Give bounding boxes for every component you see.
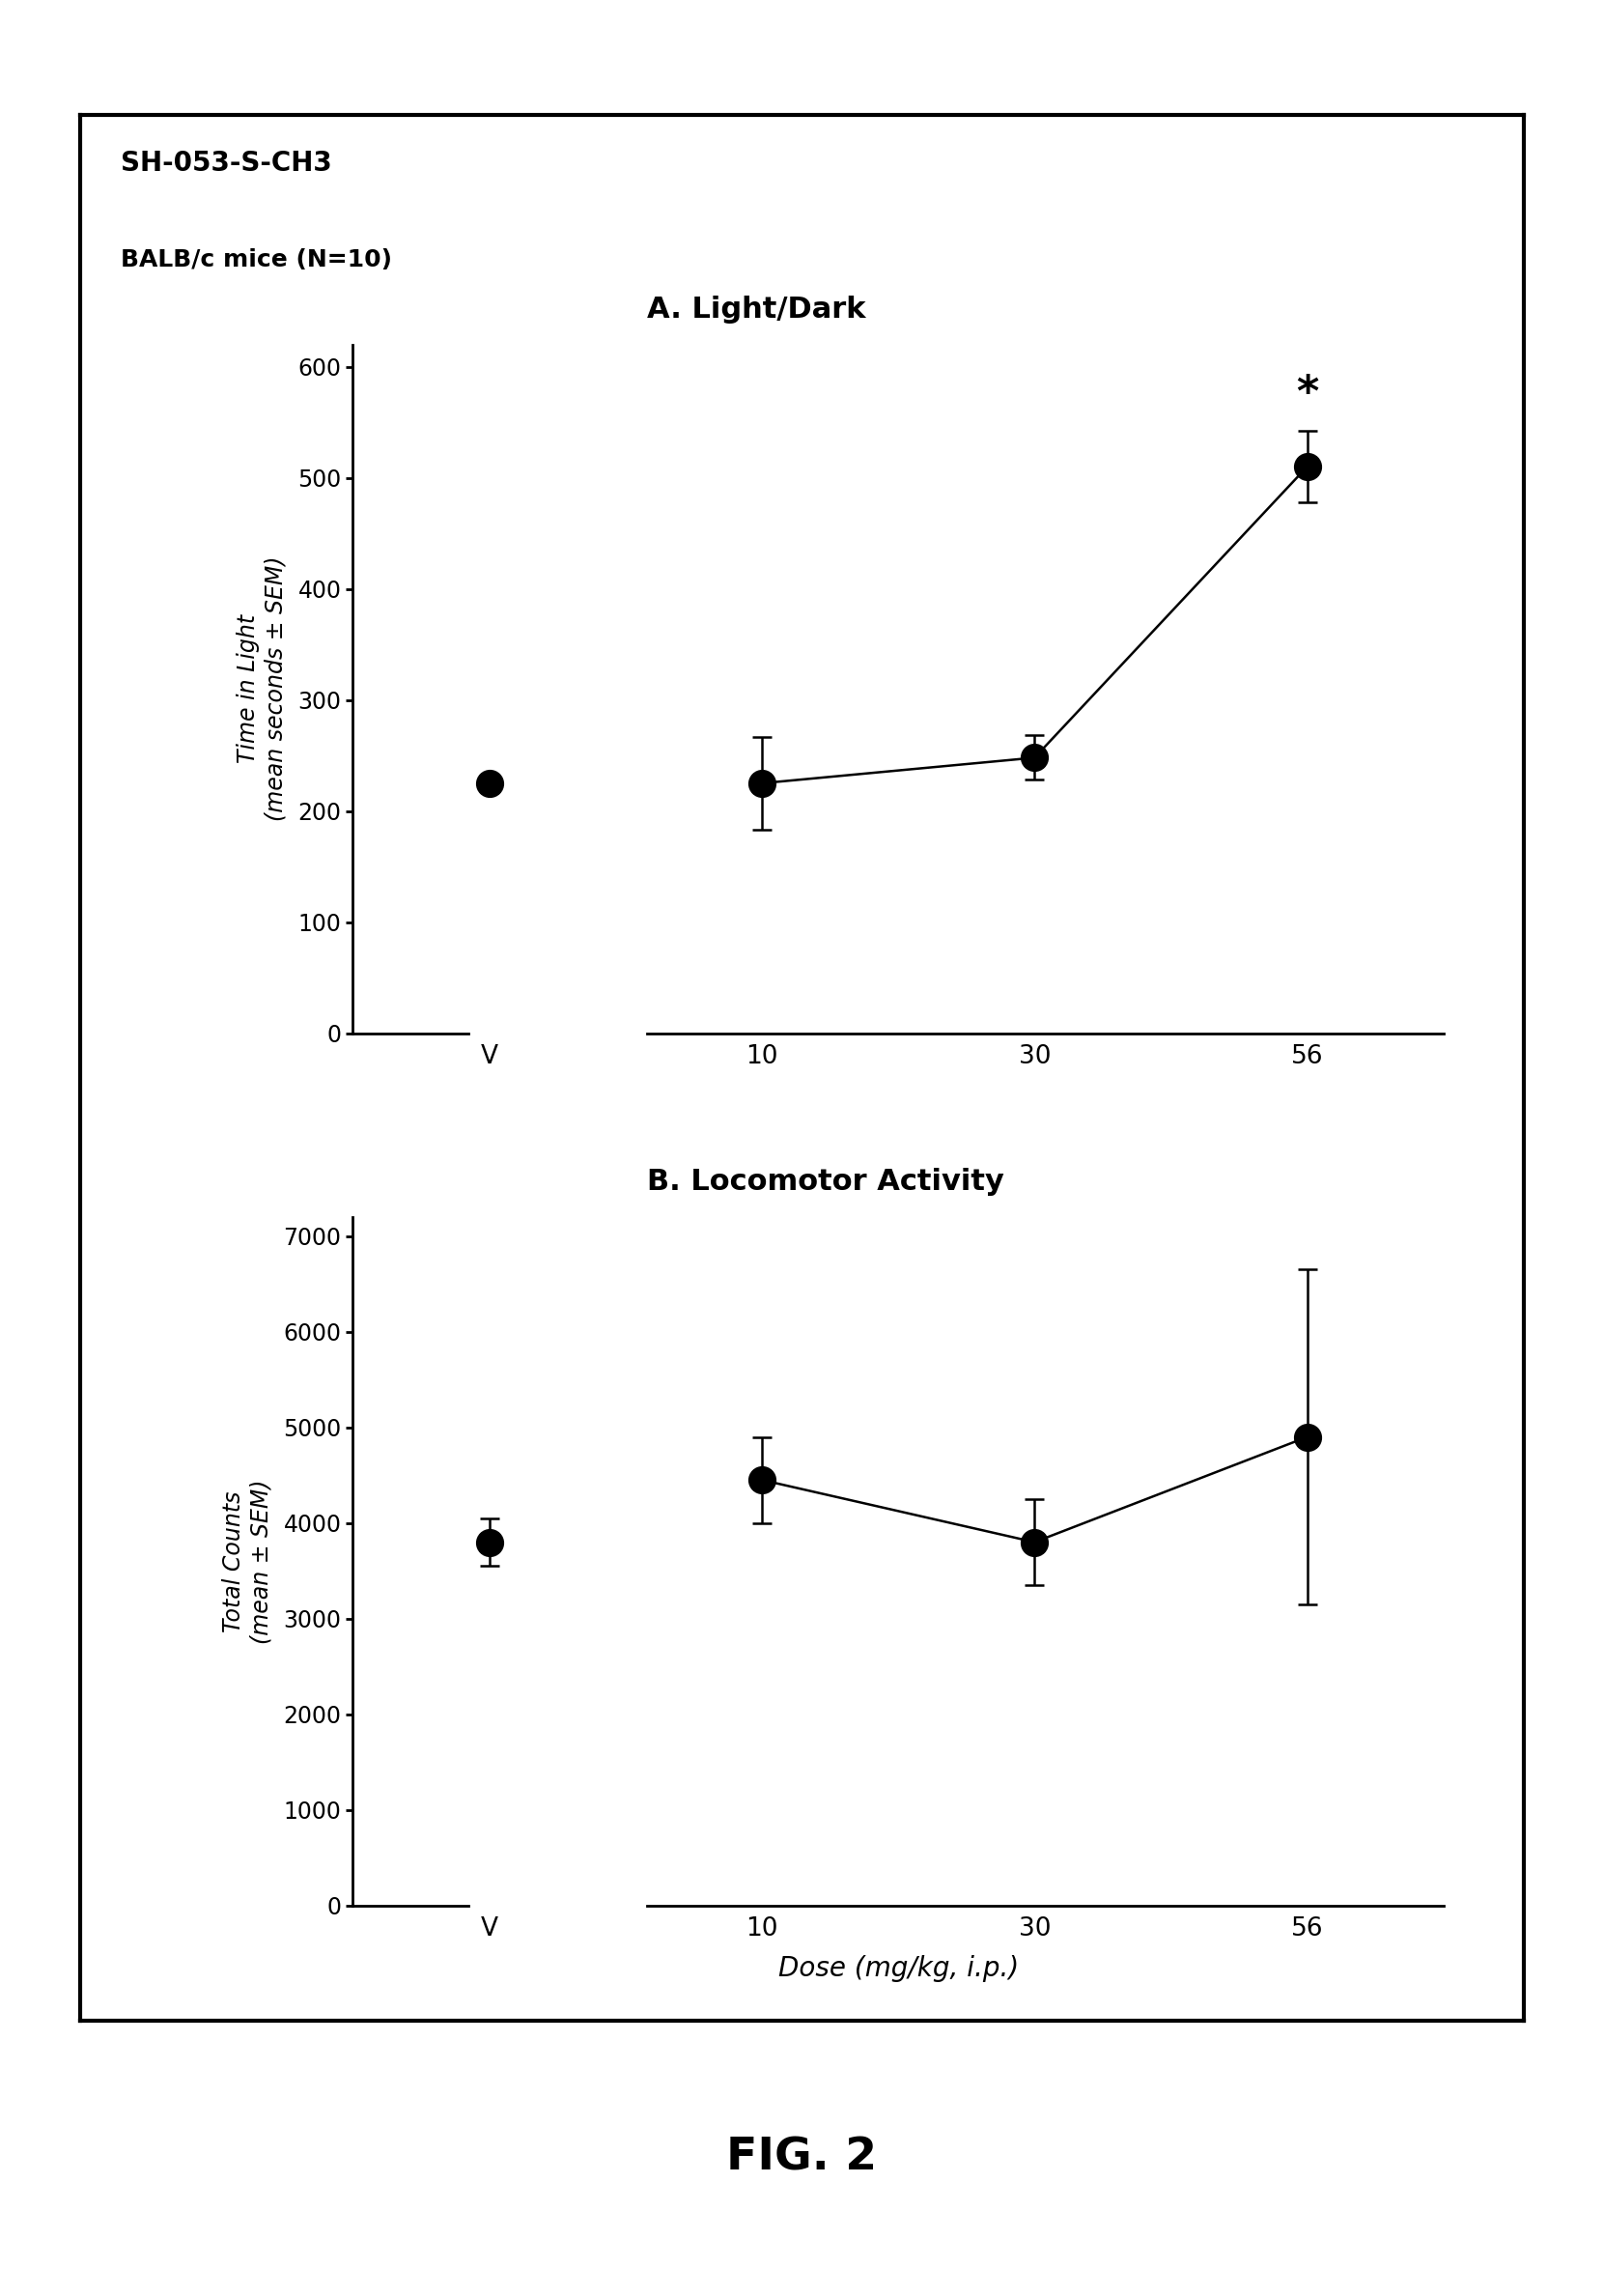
- Text: B. Locomotor Activity: B. Locomotor Activity: [648, 1169, 1004, 1196]
- Text: A. Light/Dark: A. Light/Dark: [648, 296, 866, 324]
- Y-axis label: Total Counts
(mean ± SEM): Total Counts (mean ± SEM): [223, 1479, 273, 1644]
- Y-axis label: Time in Light
(mean seconds ± SEM): Time in Light (mean seconds ± SEM): [237, 556, 287, 822]
- Text: FIG. 2: FIG. 2: [727, 2138, 877, 2179]
- Text: BALB/c mice (N=10): BALB/c mice (N=10): [120, 248, 391, 271]
- X-axis label: Dose (mg/kg, i.p.): Dose (mg/kg, i.p.): [778, 1954, 1019, 1981]
- Text: *: *: [1296, 372, 1318, 413]
- Text: SH-053-S-CH3: SH-053-S-CH3: [120, 149, 332, 177]
